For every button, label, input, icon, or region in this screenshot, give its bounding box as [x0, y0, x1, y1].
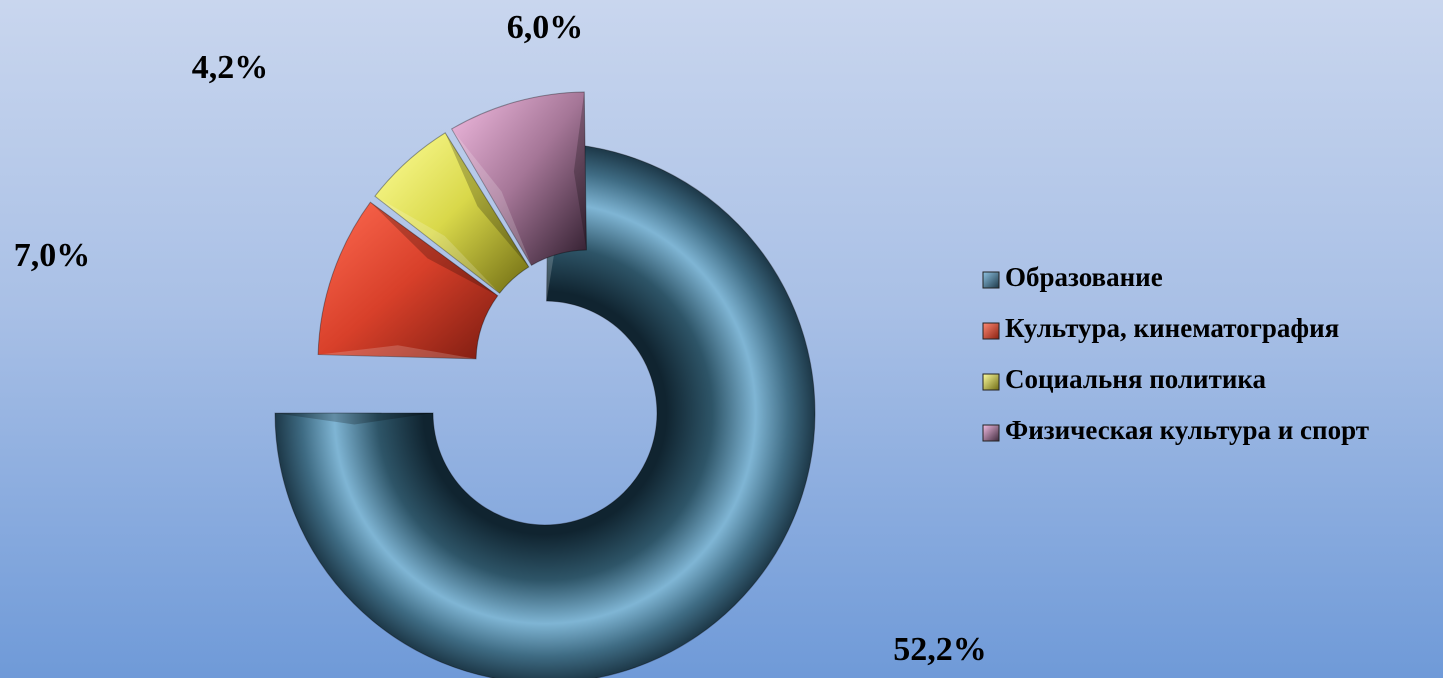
legend-label-socialnaya-politika: Социальня политика	[1005, 364, 1267, 394]
legend-swatch-kultura	[982, 322, 1000, 340]
slice-facet-fizkultura	[451, 128, 532, 266]
data-label-obrazovanie: 52,2%	[893, 631, 987, 668]
slice-facet-end-kultura	[370, 202, 498, 296]
legend-swatch-obrazovanie	[982, 271, 1000, 289]
data-label-kultura: 7,0%	[14, 237, 91, 274]
slice-socialnaya-politika	[374, 132, 530, 294]
slice-facet-end-socialnaya-politika	[445, 132, 529, 267]
chart-legend: Образование Культура, кинематография Социа…	[982, 262, 1369, 445]
slice-facet-end-obrazovanie	[275, 413, 433, 425]
legend-swatch-fizkultura	[982, 424, 1000, 442]
slice-facet-end-fizkultura	[573, 92, 587, 251]
slice-facet-socialnaya-politika	[374, 196, 500, 294]
legend-label-fizkultura: Физическая культура и спорт	[1005, 415, 1369, 445]
legend-label-kultura: Культура, кинематография	[1005, 313, 1339, 343]
data-label-fizkultura: 6,0%	[507, 9, 584, 46]
legend-label-obrazovanie: Образование	[1005, 262, 1163, 292]
data-label-socialnaya-politika: 4,2%	[192, 49, 269, 86]
slice-fizkultura	[450, 91, 587, 267]
slice-kultura	[317, 201, 499, 360]
slice-facet-kultura	[318, 345, 477, 359]
slice-obrazovanie	[274, 142, 816, 678]
legend-swatch-socialnaya-politika	[982, 373, 1000, 391]
